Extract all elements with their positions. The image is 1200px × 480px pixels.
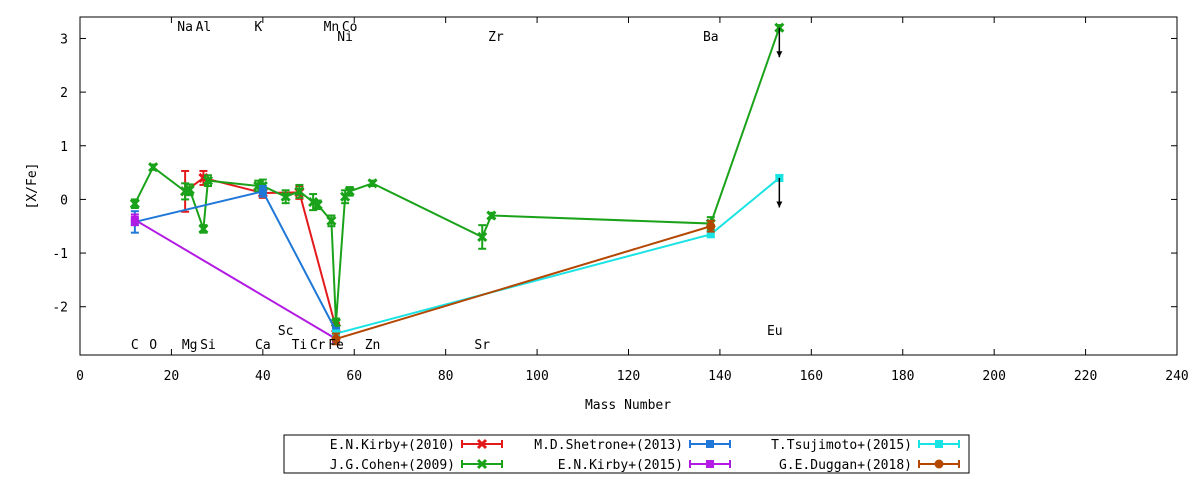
element-label: O bbox=[149, 338, 157, 353]
legend-marker bbox=[934, 459, 944, 469]
element-label: Al bbox=[196, 20, 212, 35]
element-label: Fe bbox=[328, 338, 344, 353]
legend-label: M.D.Shetrone+(2013) bbox=[534, 438, 683, 453]
x-tick-label: 80 bbox=[438, 369, 454, 384]
element-label: Ba bbox=[703, 30, 719, 45]
legend-marker bbox=[935, 440, 943, 448]
y-tick-label: 3 bbox=[60, 32, 68, 47]
data-point bbox=[344, 186, 355, 197]
upper-limit-arrowhead bbox=[776, 51, 783, 58]
element-label: K bbox=[254, 20, 262, 35]
series-line bbox=[335, 225, 712, 340]
element-label: Ca bbox=[255, 338, 271, 353]
y-axis-label: [X/Fe] bbox=[25, 163, 40, 210]
upper-limit-arrowhead bbox=[776, 201, 783, 208]
data-point bbox=[706, 230, 715, 239]
data-point bbox=[706, 221, 716, 231]
y-tick-label: 0 bbox=[60, 193, 68, 208]
legend-label: J.G.Cohen+(2009) bbox=[330, 458, 455, 473]
series-group bbox=[129, 22, 785, 329]
element-label: Eu bbox=[767, 324, 783, 339]
x-tick-label: 220 bbox=[1074, 369, 1097, 384]
legend-label: T.Tsujimoto+(2015) bbox=[771, 438, 912, 453]
legend-frame bbox=[283, 434, 970, 474]
data-point bbox=[486, 210, 497, 221]
legend-label: G.E.Duggan+(2018) bbox=[779, 458, 912, 473]
data-point bbox=[280, 191, 291, 202]
data-point bbox=[294, 186, 305, 197]
x-tick-label: 60 bbox=[346, 369, 362, 384]
element-label: Mn bbox=[324, 20, 340, 35]
x-tick-label: 140 bbox=[708, 369, 731, 384]
element-label: Zr bbox=[488, 30, 504, 45]
series-group bbox=[331, 219, 716, 346]
axis-ticks: 0 20 40 60 80 100 120 140 160 180 200 220 240 3 2 1 0 -1 -… bbox=[52, 17, 1189, 384]
legend-label: E.N.Kirby+(2015) bbox=[558, 458, 683, 473]
element-label: Cr bbox=[310, 338, 326, 353]
series-layer bbox=[129, 22, 785, 346]
data-point bbox=[367, 178, 378, 189]
data-point bbox=[326, 215, 337, 226]
element-label: Mg bbox=[182, 338, 198, 353]
data-point bbox=[129, 198, 140, 209]
legend-items: E.N.Kirby+(2010) J.G.Cohen+(2009) M.D.Shet… bbox=[330, 438, 960, 473]
element-label: Na bbox=[177, 20, 193, 35]
data-point bbox=[184, 184, 195, 195]
y-tick-label: -1 bbox=[52, 247, 68, 262]
legend: E.N.Kirby+(2010) J.G.Cohen+(2009) M.D.Shet… bbox=[283, 434, 970, 474]
series-line bbox=[335, 177, 780, 335]
y-tick-label: -2 bbox=[52, 301, 68, 316]
data-point bbox=[130, 215, 139, 224]
x-tick-label: 240 bbox=[1165, 369, 1188, 384]
element-label: Si bbox=[200, 338, 216, 353]
element-label: Ti bbox=[292, 338, 308, 353]
x-tick-label: 0 bbox=[76, 369, 84, 384]
x-tick-label: 180 bbox=[891, 369, 914, 384]
legend-marker bbox=[706, 460, 714, 468]
element-label: Sr bbox=[474, 338, 490, 353]
element-label: Co bbox=[342, 20, 358, 35]
element-label: Ni bbox=[337, 30, 353, 45]
element-label: Zn bbox=[365, 338, 381, 353]
data-point bbox=[202, 175, 214, 186]
data-point bbox=[198, 223, 209, 234]
x-axis-label: Mass Number bbox=[585, 398, 671, 413]
legend-marker bbox=[706, 440, 714, 448]
y-tick-label: 1 bbox=[60, 140, 68, 155]
x-tick-label: 200 bbox=[982, 369, 1005, 384]
legend-marker bbox=[476, 458, 488, 470]
data-point bbox=[148, 162, 159, 173]
y-tick-label: 2 bbox=[60, 86, 68, 101]
data-point bbox=[331, 334, 341, 344]
element-label: C bbox=[131, 338, 139, 353]
plot-frame bbox=[79, 16, 1178, 356]
x-tick-label: 40 bbox=[255, 369, 271, 384]
series-group bbox=[331, 173, 784, 338]
series-line bbox=[133, 27, 781, 323]
x-tick-label: 120 bbox=[617, 369, 640, 384]
series-line bbox=[134, 218, 337, 340]
data-point bbox=[258, 187, 267, 196]
data-point bbox=[477, 231, 488, 243]
data-point bbox=[312, 199, 323, 210]
x-tick-label: 160 bbox=[800, 369, 823, 384]
legend-label: E.N.Kirby+(2010) bbox=[330, 438, 455, 453]
x-tick-label: 20 bbox=[164, 369, 180, 384]
series-line bbox=[134, 190, 337, 332]
legend-marker bbox=[476, 438, 488, 450]
x-tick-label: 100 bbox=[525, 369, 548, 384]
series-group bbox=[130, 185, 340, 335]
element-label: Sc bbox=[278, 324, 294, 339]
